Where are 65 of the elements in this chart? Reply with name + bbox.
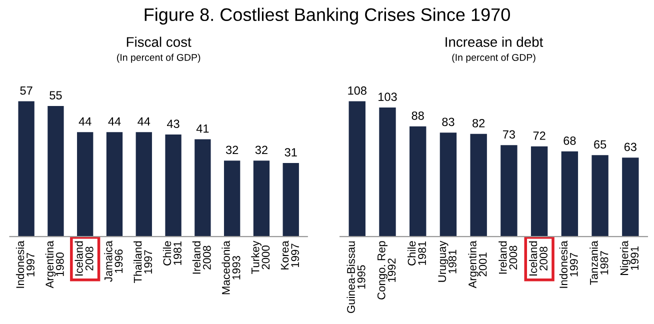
bar	[224, 160, 240, 237]
bar	[48, 106, 64, 237]
chart-subtitle: (In percent of GDP)	[452, 54, 536, 63]
x-tick-label: Jamaica 1996	[104, 240, 123, 282]
bar	[592, 155, 608, 237]
bar	[165, 134, 182, 237]
data-label: 103	[378, 92, 397, 102]
x-tick-label: Tanzania 1987	[590, 240, 608, 285]
data-label: 73	[502, 130, 515, 139]
data-label: 44	[78, 117, 92, 126]
data-label: 63	[624, 142, 636, 152]
x-tick-label: Korea 1997	[280, 240, 300, 270]
data-label: 43	[167, 120, 180, 128]
data-label: 72	[533, 132, 546, 140]
data-label: 31	[284, 148, 297, 156]
data-label: 68	[564, 136, 576, 145]
chart-title: Fiscal cost	[126, 36, 192, 47]
bar	[500, 145, 518, 237]
x-tick-label: Macedonia 1993	[222, 240, 240, 294]
x-tick-label: Argentina 2001	[468, 240, 487, 288]
data-label: 32	[255, 146, 268, 154]
chart-subtitle: (In percent of GDP)	[117, 54, 200, 63]
x-tick-label: Ireland 2008	[498, 241, 518, 274]
data-label: 44	[138, 117, 150, 126]
x-tick-label: Indonesia 1997	[16, 240, 34, 288]
bar	[106, 132, 123, 237]
x-tick-label: Uruguay 1981	[438, 240, 456, 282]
bar	[470, 134, 487, 237]
bar	[440, 132, 457, 237]
x-tick-label: Turkey 2000	[251, 240, 270, 274]
caption: Figure 8. Costliest Banking Crises Since 1970	[144, 8, 510, 25]
data-label: 82	[472, 118, 485, 128]
bar	[18, 101, 34, 237]
bar	[194, 139, 211, 237]
x-tick-label: Thailand 1997	[134, 241, 152, 284]
bar	[348, 101, 366, 237]
x-tick-label: Ireland 2008	[192, 241, 211, 274]
data-label: 88	[412, 111, 424, 120]
x-tick-label: Iceland 2008	[74, 241, 94, 276]
x-tick-label: Argentina 1980	[45, 240, 64, 288]
x-tick-label: Nigeria 1991	[620, 240, 639, 275]
bar	[282, 162, 299, 237]
data-label: 44	[108, 117, 121, 126]
x-tick-label: Congo. Rep 1992	[377, 241, 396, 300]
data-label: 108	[348, 86, 366, 95]
bar	[410, 126, 426, 237]
x-tick-label: Guinea-Bissau 1995	[346, 241, 366, 314]
x-tick-label: Chile 1981	[408, 241, 426, 266]
data-label: 41	[196, 124, 209, 133]
bar	[77, 132, 94, 237]
bar	[136, 132, 152, 237]
x-tick-label: Indonesia 1997	[559, 240, 578, 288]
x-tick-label: Iceland 2008	[528, 241, 548, 276]
bar	[561, 151, 578, 237]
data-label: 32	[226, 146, 238, 154]
bar	[622, 158, 639, 237]
chart-title: Increase in debt	[446, 36, 544, 47]
data-label: 55	[50, 91, 62, 100]
bar	[253, 160, 270, 237]
bar	[379, 108, 396, 237]
data-label: 65	[594, 140, 606, 149]
data-label: 57	[20, 86, 32, 95]
data-label: 83	[442, 118, 454, 126]
x-tick-label: Chile 1981	[162, 241, 182, 266]
bar	[530, 146, 548, 237]
